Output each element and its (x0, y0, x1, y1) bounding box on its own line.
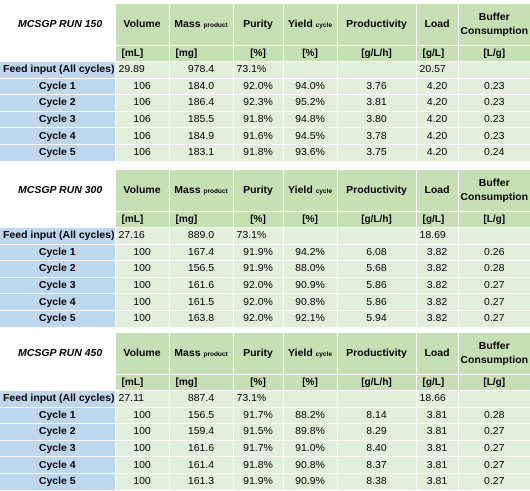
unit-productivity: [g/L/h] (336, 211, 416, 228)
table-row: Cycle 5 100 163.8 92.0% 92.1% 5.94 3.82 … (0, 310, 530, 328)
row-label: Cycle 3 (0, 440, 115, 458)
table-row: Cycle 5 106 183.1 91.8% 93.6% 3.75 4.20 … (0, 144, 530, 162)
row-label: Feed input (All cycles) (0, 227, 115, 245)
header-purity: Purity (232, 170, 283, 212)
run-table-300: MCSGP RUN 300 Volume Mass product Purity… (0, 170, 530, 328)
row-label: Cycle 4 (0, 456, 115, 474)
table-row: Cycle 1 106 184.0 92.0% 94.0% 3.76 4.20 … (0, 78, 530, 96)
run-title: MCSGP RUN 450 (0, 333, 115, 375)
table-row: Feed input (All cycles) 27.11 887.4 73.1… (0, 390, 530, 408)
unit-mass: [mg] (168, 374, 233, 391)
unit-yield: [%] (282, 211, 337, 228)
row-label: Cycle 4 (0, 293, 115, 311)
unit-volume: [mL] (114, 374, 169, 391)
unit-load: [g/L] (415, 211, 458, 228)
table-row: Cycle 1 100 167.4 91.9% 94.2% 6.08 3.82 … (0, 244, 530, 262)
header-volume: Volume (114, 333, 169, 375)
row-label: Cycle 5 (0, 144, 115, 162)
header-mass: Mass product (168, 333, 233, 375)
unit-yield: [%] (282, 374, 337, 391)
unit-buffer: [L/g] (457, 45, 530, 62)
row-label: Cycle 1 (0, 78, 115, 96)
row-label: Feed input (All cycles) (0, 61, 115, 79)
header-volume: Volume (114, 4, 169, 46)
unit-productivity: [g/L/h] (336, 45, 416, 62)
table-header-row: MCSGP RUN 150 Volume Mass product Purity… (0, 4, 530, 46)
unit-buffer: [L/g] (457, 374, 530, 391)
header-mass: Mass product (168, 170, 233, 212)
results-page: MCSGP RUN 150 Volume Mass product Purity… (0, 4, 530, 491)
run-table-150: MCSGP RUN 150 Volume Mass product Purity… (0, 4, 530, 162)
table-row: Cycle 2 100 159.4 91.5% 89.8% 8.29 3.81 … (0, 423, 530, 441)
units-row: [mL] [mg] [%] [%] [g/L/h] [g/L] [L/g] (0, 374, 530, 391)
table-row: Cycle 3 106 185.5 91.8% 94.8% 3.80 4.20 … (0, 111, 530, 129)
table-header-row: MCSGP RUN 450 Volume Mass product Purity… (0, 333, 530, 375)
row-label: Feed input (All cycles) (0, 390, 115, 408)
table-row: Cycle 4 106 184.9 91.6% 94.5% 3.78 4.20 … (0, 127, 530, 145)
header-load: Load (415, 4, 458, 46)
table-row: Cycle 2 106 186.4 92.3% 95.2% 3.81 4.20 … (0, 94, 530, 112)
header-yield: Yield cycle (282, 333, 337, 375)
row-label: Cycle 3 (0, 111, 115, 129)
unit-productivity: [g/L/h] (336, 374, 416, 391)
header-productivity: Productivity (336, 4, 416, 46)
header-yield: Yield cycle (282, 4, 337, 46)
row-label: Cycle 3 (0, 277, 115, 295)
unit-volume: [mL] (114, 211, 169, 228)
row-label: Cycle 2 (0, 423, 115, 441)
row-label: Cycle 4 (0, 127, 115, 145)
header-purity: Purity (232, 333, 283, 375)
row-label: Cycle 1 (0, 244, 115, 262)
unit-mass: [mg] (168, 211, 233, 228)
table-row: Cycle 4 100 161.5 92.0% 90.8% 5.86 3.82 … (0, 293, 530, 311)
run-title: MCSGP RUN 150 (0, 4, 115, 46)
unit-purity: [%] (232, 211, 283, 228)
run-title: MCSGP RUN 300 (0, 170, 115, 212)
units-row: [mL] [mg] [%] [%] [g/L/h] [g/L] [L/g] (0, 45, 530, 62)
units-row: [mL] [mg] [%] [%] [g/L/h] [g/L] [L/g] (0, 211, 530, 228)
table-row: Cycle 3 100 161.6 91.7% 91.0% 8.40 3.81 … (0, 440, 530, 458)
header-buffer-consumption: Buffer Consumption (457, 4, 530, 46)
table-row: Feed input (All cycles) 27.16 889.0 73.1… (0, 227, 530, 245)
unit-yield: [%] (282, 45, 337, 62)
run-table-450: MCSGP RUN 450 Volume Mass product Purity… (0, 333, 530, 491)
table-row: Cycle 1 100 156.5 91.7% 88.2% 8.14 3.81 … (0, 407, 530, 425)
header-productivity: Productivity (336, 333, 416, 375)
row-label: Cycle 2 (0, 260, 115, 278)
header-productivity: Productivity (336, 170, 416, 212)
header-load: Load (415, 170, 458, 212)
unit-volume: [mL] (114, 45, 169, 62)
table-row: Cycle 3 100 161.6 92.0% 90.9% 5.86 3.82 … (0, 277, 530, 295)
row-label: Cycle 5 (0, 310, 115, 328)
row-label: Cycle 1 (0, 407, 115, 425)
table-row: Cycle 2 100 156.5 91.9% 88.0% 5.68 3.82 … (0, 260, 530, 278)
header-volume: Volume (114, 170, 169, 212)
row-label: Cycle 5 (0, 473, 115, 491)
table-header-row: MCSGP RUN 300 Volume Mass product Purity… (0, 170, 530, 212)
table-row: Cycle 5 100 161.3 91.9% 90.9% 8.38 3.81 … (0, 473, 530, 491)
header-buffer-consumption: Buffer Consumption (457, 333, 530, 375)
unit-load: [g/L] (415, 374, 458, 391)
unit-purity: [%] (232, 374, 283, 391)
header-yield: Yield cycle (282, 170, 337, 212)
row-label: Cycle 2 (0, 94, 115, 112)
unit-load: [g/L] (415, 45, 458, 62)
unit-buffer: [L/g] (457, 211, 530, 228)
header-load: Load (415, 333, 458, 375)
table-row: Feed input (All cycles) 29.89 978.4 73.1… (0, 61, 530, 79)
header-mass: Mass product (168, 4, 233, 46)
unit-purity: [%] (232, 45, 283, 62)
header-purity: Purity (232, 4, 283, 46)
table-row: Cycle 4 100 161.4 91.8% 90.8% 8.37 3.81 … (0, 456, 530, 474)
header-buffer-consumption: Buffer Consumption (457, 170, 530, 212)
unit-mass: [mg] (168, 45, 233, 62)
